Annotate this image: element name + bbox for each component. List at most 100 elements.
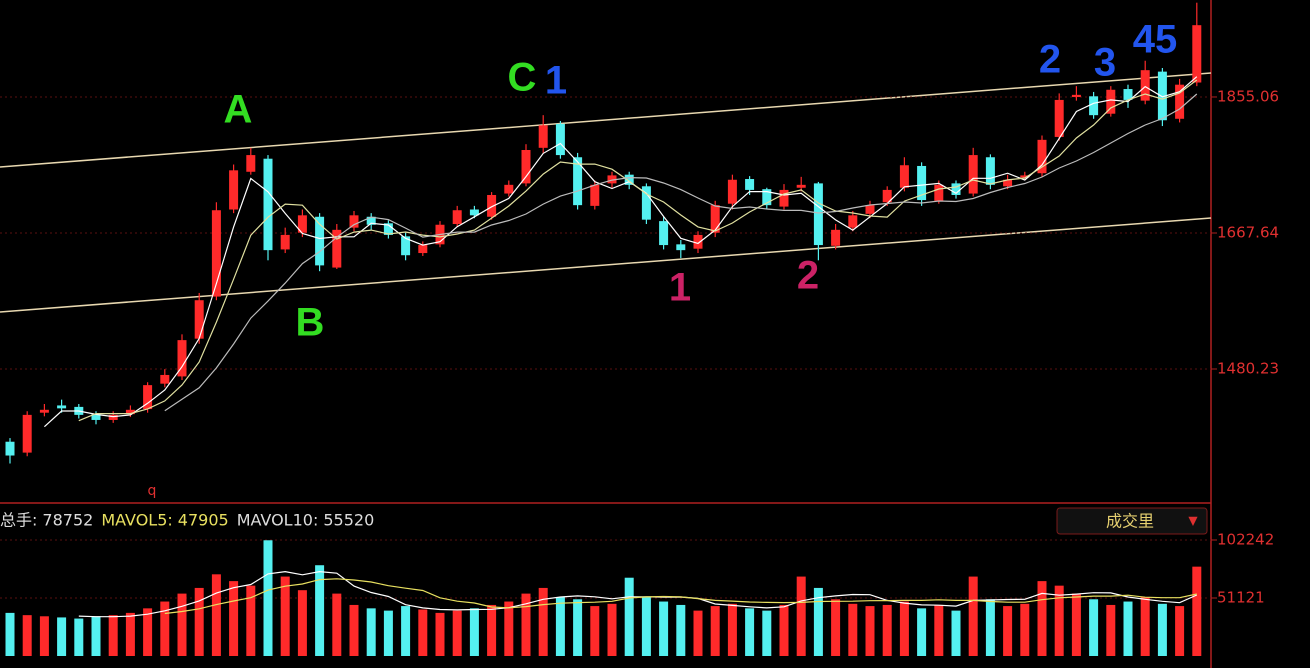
volume-bar bbox=[246, 585, 256, 656]
candle-body bbox=[659, 221, 669, 246]
volume-bar bbox=[263, 540, 273, 656]
candle-body bbox=[917, 165, 927, 201]
volume-bar bbox=[968, 576, 978, 656]
candle-body bbox=[125, 409, 135, 415]
y-tick-label: 1480.23 bbox=[1217, 359, 1279, 377]
candle-body bbox=[607, 175, 617, 184]
candle-body bbox=[297, 215, 307, 233]
volume-bar bbox=[349, 604, 359, 656]
volume-bar bbox=[573, 599, 583, 656]
volume-bar bbox=[659, 601, 669, 656]
candle-body bbox=[1123, 89, 1133, 100]
candle-body bbox=[590, 184, 600, 206]
legend-value: 78752 bbox=[42, 511, 93, 530]
volume-bar bbox=[177, 593, 187, 656]
moving-average bbox=[78, 79, 1198, 422]
volume-bar bbox=[1106, 604, 1116, 656]
volume-bar bbox=[91, 616, 101, 656]
legend-name: MAVOL10: bbox=[237, 511, 319, 530]
candle-body bbox=[349, 215, 359, 228]
candle-body bbox=[727, 179, 737, 204]
candle-body bbox=[160, 374, 170, 384]
volume-bar bbox=[779, 604, 789, 656]
annotation: 2 bbox=[797, 254, 819, 298]
volume-bar bbox=[1020, 603, 1030, 656]
volume-bar bbox=[74, 618, 84, 656]
volume-bar bbox=[1071, 593, 1081, 656]
annotation: C bbox=[508, 56, 537, 100]
volume-bar bbox=[745, 608, 755, 656]
legend-name: MAVOL5: bbox=[101, 511, 172, 530]
volume-bar bbox=[194, 587, 204, 656]
volume-bar bbox=[831, 599, 841, 656]
candle-body bbox=[831, 229, 841, 246]
candle-body bbox=[1071, 94, 1081, 98]
volume-bar bbox=[641, 597, 651, 656]
volume-bar bbox=[1175, 606, 1185, 656]
candle-body bbox=[246, 155, 256, 172]
volume-bar bbox=[22, 615, 32, 656]
volume-bar bbox=[229, 581, 239, 656]
annotation: 45 bbox=[1133, 18, 1178, 62]
channel-line bbox=[0, 72, 1212, 168]
candle-body bbox=[813, 183, 823, 246]
volume-bar bbox=[469, 608, 479, 656]
volume-bar bbox=[211, 574, 221, 656]
volume-bar bbox=[487, 604, 497, 656]
volume-bar bbox=[418, 609, 428, 656]
candle-body bbox=[469, 209, 479, 216]
volume-bar bbox=[1089, 599, 1099, 656]
candle-body bbox=[22, 414, 32, 453]
annotation: A bbox=[224, 88, 253, 132]
volume-bar bbox=[160, 601, 170, 656]
volume-plot bbox=[5, 540, 1202, 656]
volume-bar bbox=[676, 604, 686, 656]
candle-body bbox=[1140, 70, 1150, 101]
candle-body bbox=[985, 157, 995, 185]
candle-body bbox=[779, 189, 789, 207]
volume-bar bbox=[951, 610, 961, 656]
volume-bar bbox=[108, 615, 118, 656]
volume-bar bbox=[762, 610, 772, 656]
annotation: 1 bbox=[545, 59, 567, 103]
annotation: q bbox=[148, 483, 157, 499]
channel-line bbox=[0, 217, 1212, 313]
candle-body bbox=[1192, 25, 1202, 83]
volume-bar bbox=[710, 606, 720, 656]
legend-value: 47905 bbox=[178, 511, 229, 530]
candle-body bbox=[573, 157, 583, 206]
candle-body bbox=[366, 216, 376, 225]
volume-bar bbox=[865, 606, 875, 656]
volume-bar bbox=[1037, 581, 1047, 656]
volume-bar bbox=[297, 590, 307, 656]
candle-body bbox=[1054, 99, 1064, 137]
volume-bar bbox=[538, 587, 548, 656]
volume-bar bbox=[521, 593, 531, 656]
grid: 1855.06 1667.64 1480.23 102242 51121 bbox=[0, 87, 1279, 607]
volume-bar bbox=[624, 577, 634, 656]
candle-body bbox=[332, 229, 342, 268]
volume-bar bbox=[504, 601, 514, 656]
indicator-select-arrow: ▼ bbox=[1188, 514, 1198, 528]
volume-bar bbox=[280, 576, 290, 656]
candle-body bbox=[676, 244, 686, 251]
volume-bar bbox=[899, 601, 909, 656]
moving-average bbox=[164, 93, 1198, 412]
candle-body bbox=[1157, 71, 1167, 121]
volume-bar bbox=[1157, 603, 1167, 656]
indicator-select[interactable] bbox=[1056, 507, 1208, 535]
candle-body bbox=[1106, 89, 1116, 114]
legend-name: 总手: bbox=[0, 511, 37, 530]
moving-average bbox=[78, 570, 1198, 618]
volume-bar bbox=[796, 576, 806, 656]
volume-bar bbox=[555, 597, 565, 656]
candle-body bbox=[882, 189, 892, 203]
volume-tick-label: 102242 bbox=[1217, 531, 1274, 549]
candle-body bbox=[521, 150, 531, 184]
candle-body bbox=[555, 123, 565, 156]
volume-legend: 总手: 78752 MAVOL5: 47905 MAVOL10: 55520 bbox=[0, 511, 374, 530]
legend-value: 55520 bbox=[323, 511, 374, 530]
volume-bar bbox=[1123, 601, 1133, 656]
